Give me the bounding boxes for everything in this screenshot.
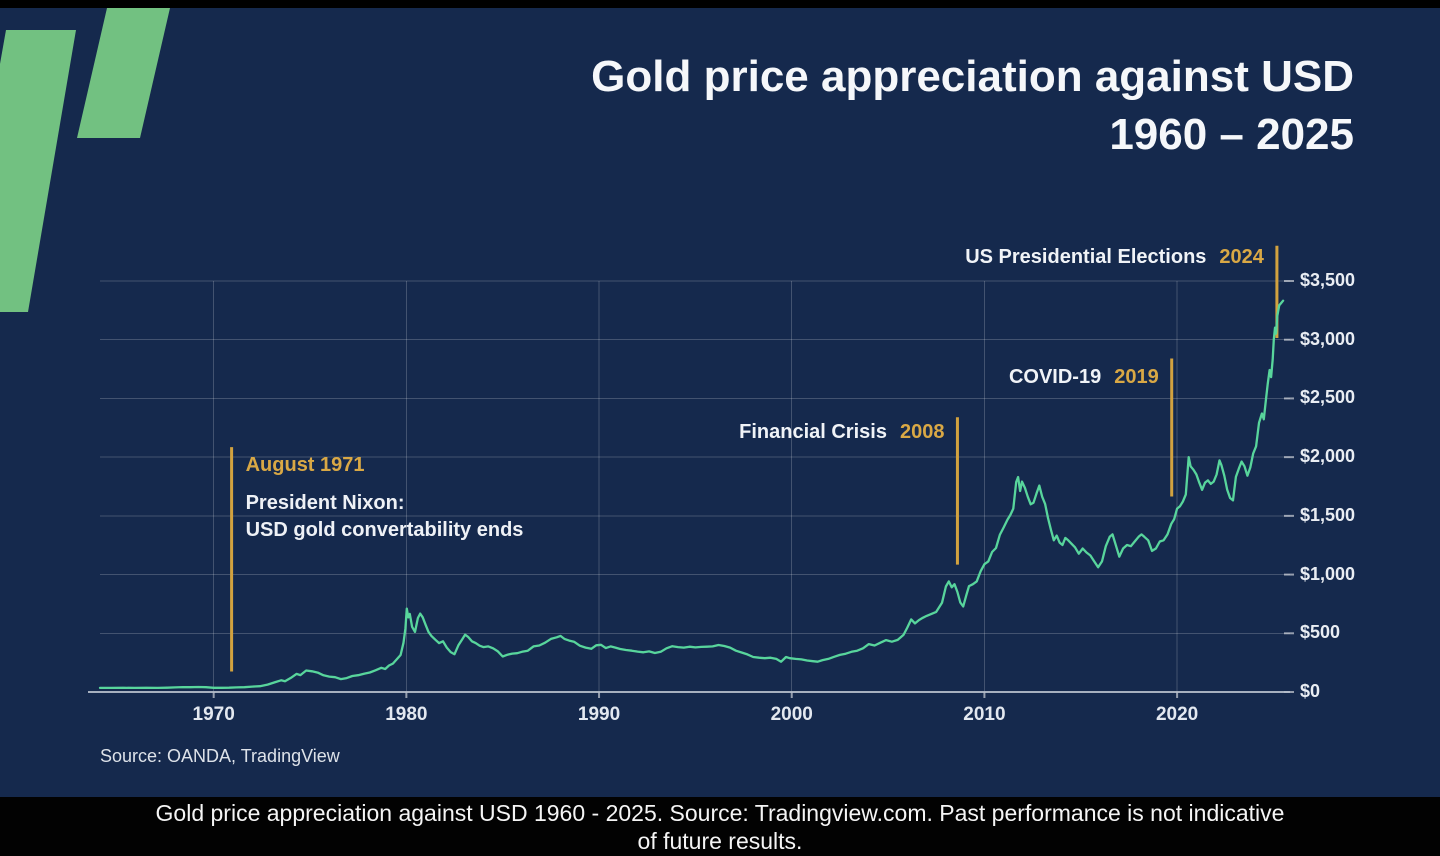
logo-bar-left [0,30,76,312]
logo-bar-right [77,8,170,138]
gold-price-line [98,299,1285,690]
chart-title: Gold price appreciation against USD 1960… [591,48,1354,164]
green-slash-logo [0,8,170,312]
gold-price-chart [88,245,1294,698]
caption-line2: of future results. [637,828,803,854]
source-note: Source: OANDA, TradingView [100,746,340,766]
caption-line1: Gold price appreciation against USD 1960… [155,800,1285,826]
caption-bar: Gold price appreciation against USD 1960… [0,797,1440,856]
top-letterbox-strip [0,0,1440,8]
slide-background: Gold price appreciation against USD 1960… [0,8,1440,797]
chart-title-line2: 1960 – 2025 [1109,110,1354,159]
chart-title-line1: Gold price appreciation against USD [591,52,1354,101]
